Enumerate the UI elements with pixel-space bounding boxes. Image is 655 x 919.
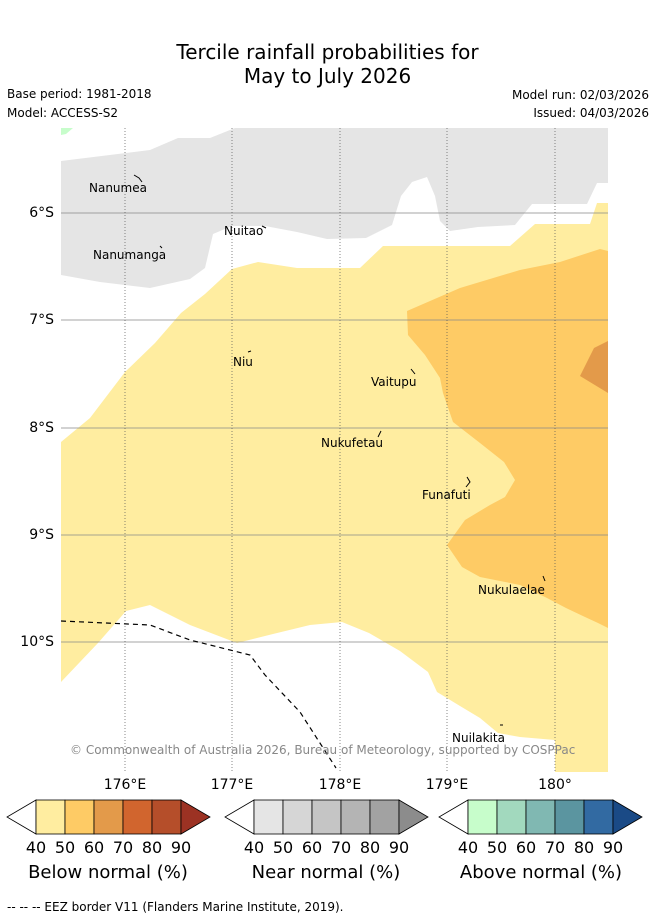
cb-below-tick: 90 <box>170 838 192 857</box>
lon-label-179e: 179°E <box>425 777 469 793</box>
place-nuilakita: Nuilakita <box>452 731 505 745</box>
place-nukulaelae: Nukulaelae <box>478 583 545 597</box>
eez-border <box>61 620 337 769</box>
cb-above-tick: 70 <box>544 838 566 857</box>
cb-above-tick: 60 <box>515 838 537 857</box>
cb-above-tick: 90 <box>602 838 624 857</box>
lat-label-8s: 8°S <box>29 420 54 436</box>
colorbar-title-near: Near normal (%) <box>251 862 401 883</box>
lon-gridlines <box>124 128 556 772</box>
map-title-line2: May to July 2026 <box>243 64 412 88</box>
cb-below-tick: 50 <box>54 838 76 857</box>
cb-below-tick: 40 <box>25 838 47 857</box>
lat-label-9s: 9°S <box>29 527 54 543</box>
lon-label-178e: 178°E <box>318 777 362 793</box>
cb-near-tick: 70 <box>330 838 352 857</box>
colorbar-title-below: Below normal (%) <box>28 862 188 883</box>
model-name: Model: ACCESS-S2 <box>7 106 119 120</box>
cb-below-tick: 60 <box>83 838 105 857</box>
base-period: Base period: 1981-2018 <box>7 87 152 101</box>
cb-near-tick: 80 <box>359 838 381 857</box>
copyright-notice: © Commonwealth of Australia 2026, Bureau… <box>70 743 576 757</box>
colorbar-title-above: Above normal (%) <box>459 862 623 883</box>
lat-label-6s: 6°S <box>29 205 54 221</box>
colorbar-above-normal <box>438 799 643 835</box>
below-normal-50-region <box>407 249 608 628</box>
near-normal-region <box>61 128 608 288</box>
map-title-line1: Tercile rainfall probabilities for <box>176 40 479 64</box>
place-funafuti: Funafuti <box>422 488 471 502</box>
place-vaitupu: Vaitupu <box>371 375 417 389</box>
colorbars <box>6 799 643 835</box>
place-nuitao: Nuitao <box>224 224 264 238</box>
model-run: Model run: 02/03/2026 <box>511 88 649 102</box>
cb-near-tick: 50 <box>272 838 294 857</box>
cb-above-tick: 40 <box>457 838 479 857</box>
colorbar-near-normal <box>224 799 429 835</box>
lat-label-10s: 10°S <box>20 634 54 650</box>
lat-label-7s: 7°S <box>29 312 54 328</box>
lon-label-176e: 176°E <box>103 777 147 793</box>
island-marks <box>133 174 546 726</box>
cb-above-tick: 50 <box>486 838 508 857</box>
cb-near-tick: 90 <box>388 838 410 857</box>
place-nanumea: Nanumea <box>89 181 147 195</box>
lon-label-177e: 177°E <box>210 777 254 793</box>
below-normal-60-region <box>580 341 608 393</box>
colorbar-below-normal <box>6 799 211 835</box>
lon-label-180: 180° <box>538 777 572 793</box>
lat-gridlines <box>61 212 608 643</box>
cb-above-tick: 80 <box>573 838 595 857</box>
cb-below-tick: 80 <box>141 838 163 857</box>
place-niu: Niu <box>233 355 253 369</box>
issued-date: Issued: 04/03/2026 <box>533 106 649 120</box>
place-nanumanga: Nanumanga <box>93 248 167 262</box>
cb-below-tick: 70 <box>112 838 134 857</box>
place-nukufetau: Nukufetau <box>321 436 384 450</box>
cb-near-tick: 40 <box>243 838 265 857</box>
cb-near-tick: 60 <box>301 838 323 857</box>
eez-footer-note: -- -- -- EEZ border V11 (Flanders Marine… <box>7 900 344 914</box>
above-normal-patch <box>61 128 73 135</box>
